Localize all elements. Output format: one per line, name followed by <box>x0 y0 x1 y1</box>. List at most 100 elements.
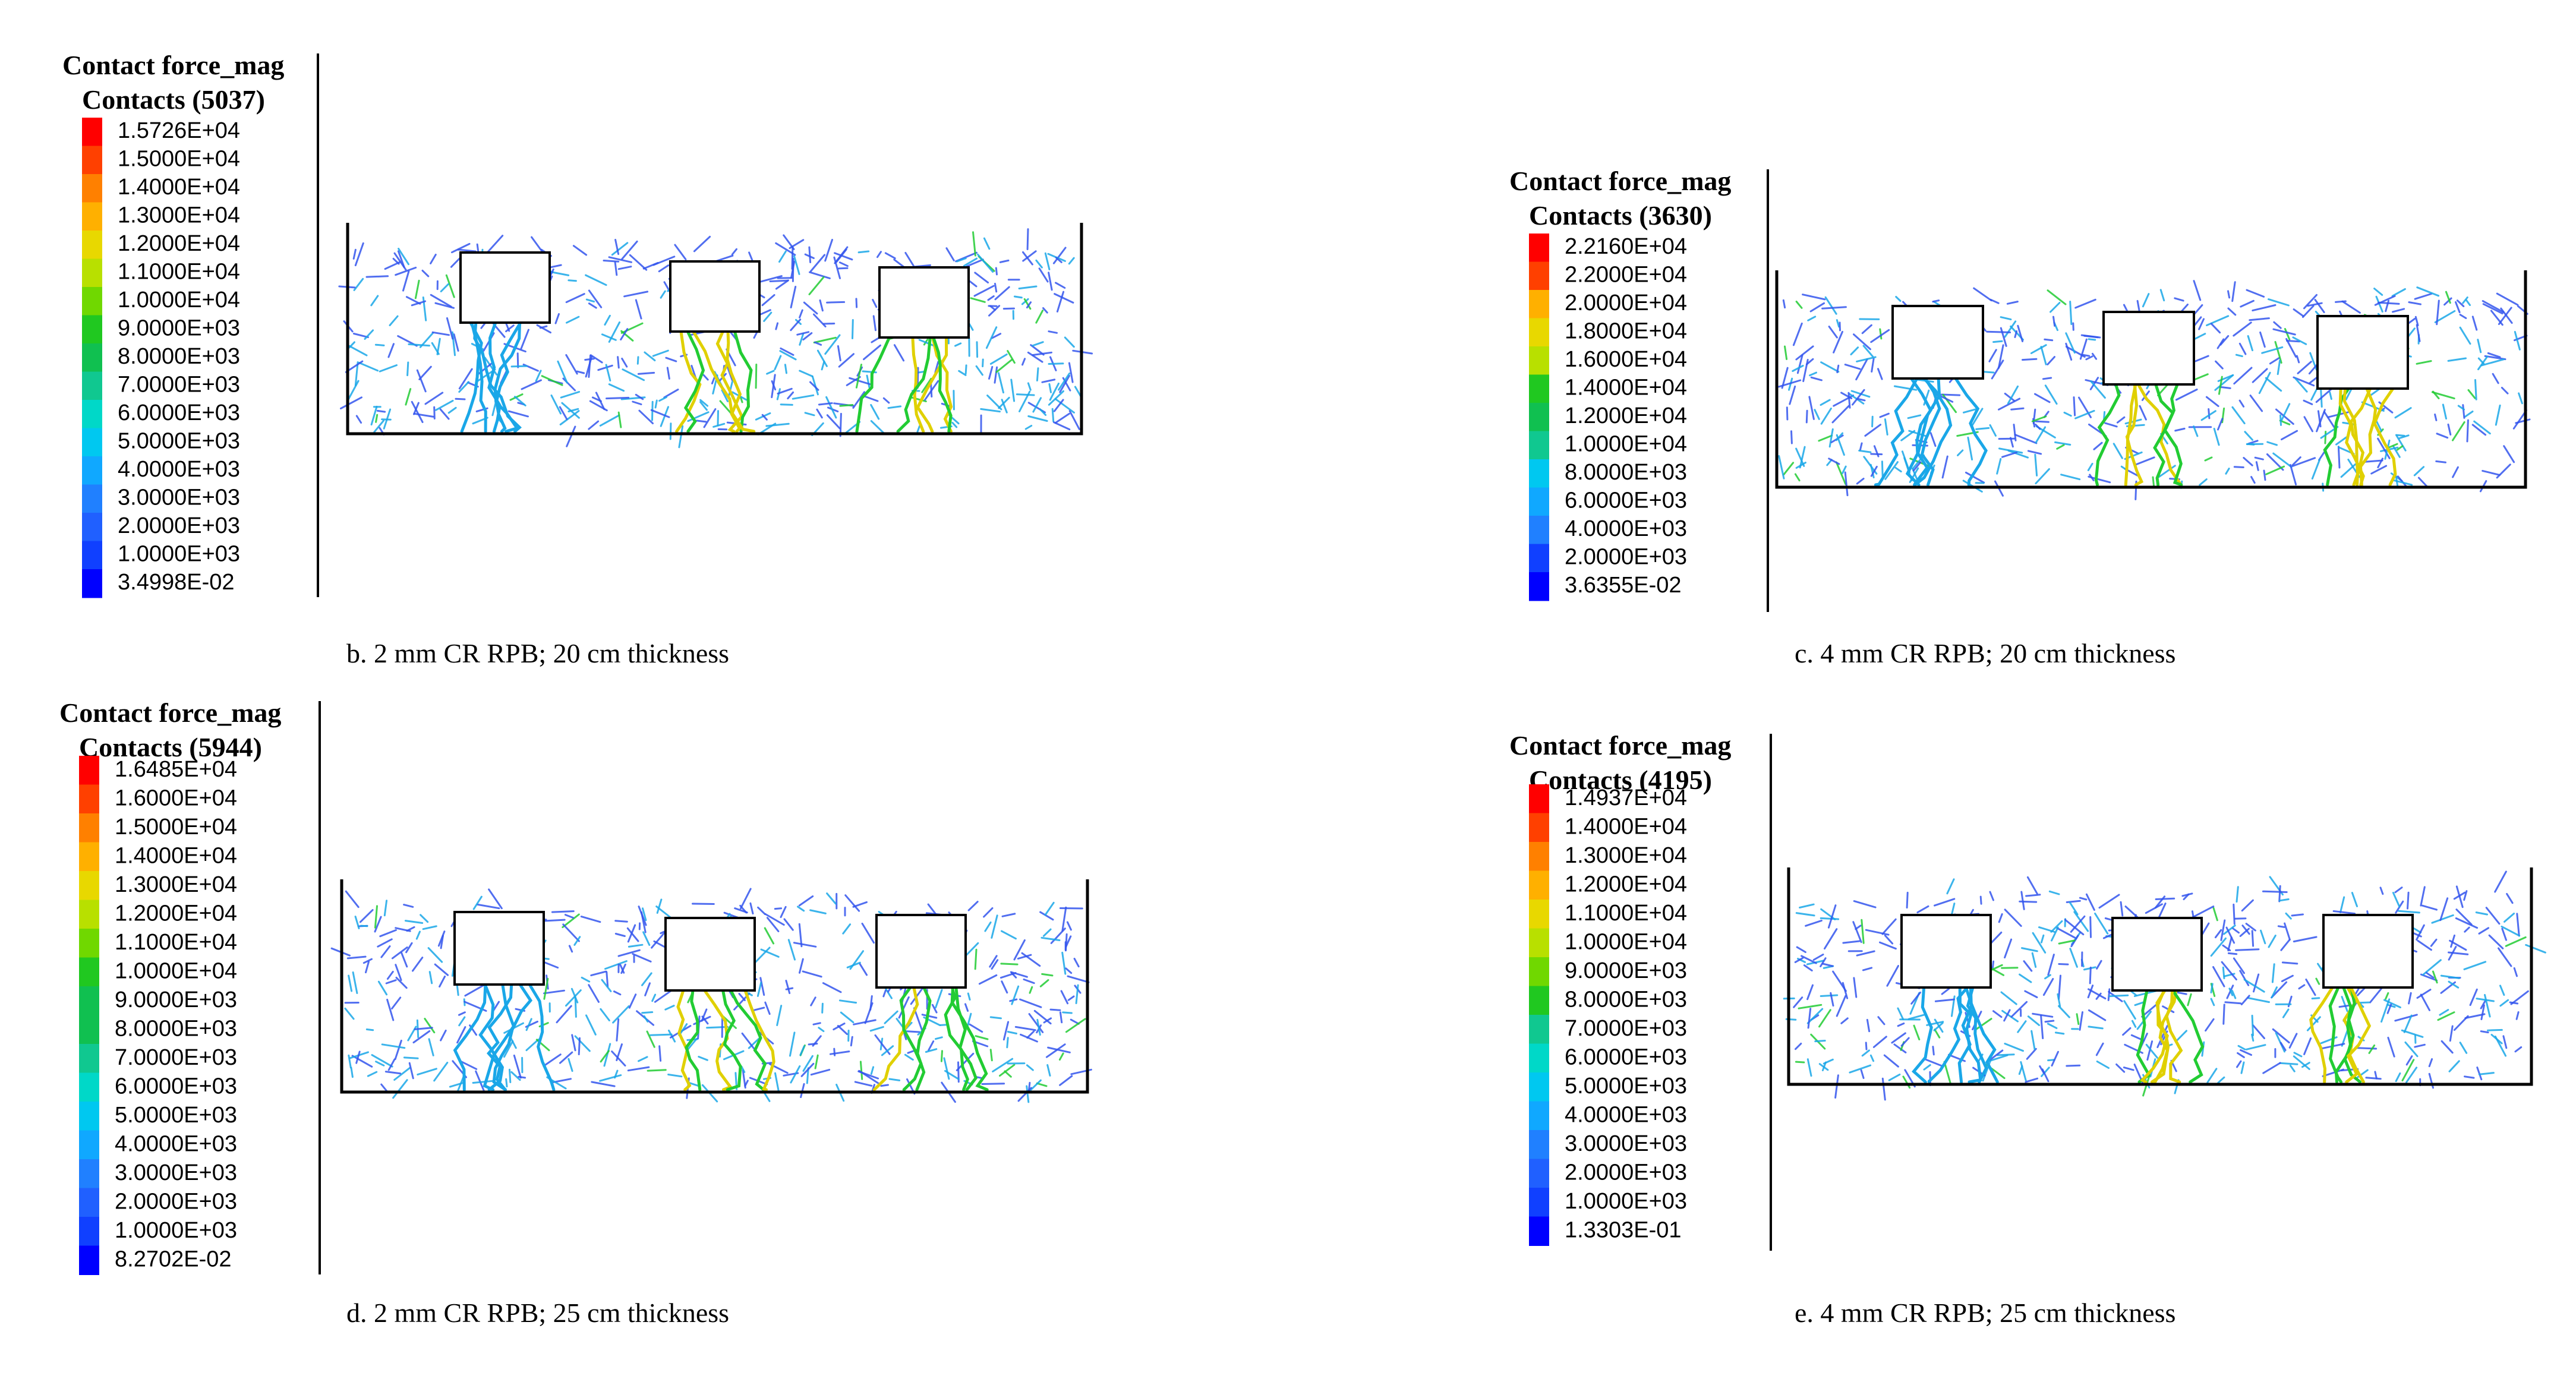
legend-swatch <box>1529 346 1549 376</box>
legend-label: 1.0000E+03 <box>118 542 240 567</box>
legend-swatch <box>82 146 102 175</box>
footing <box>879 267 969 337</box>
legend-swatch <box>1529 784 1549 814</box>
legend-swatch <box>82 400 102 429</box>
legend-label: 1.4937E+04 <box>1565 785 1687 810</box>
legend-label: 1.4000E+04 <box>1565 376 1687 400</box>
legend-swatch <box>79 1131 99 1160</box>
legend-swatch <box>79 929 99 958</box>
legend-label: 1.0000E+03 <box>1565 1189 1687 1214</box>
legend-label: 1.6000E+04 <box>1565 347 1687 372</box>
legend-swatch <box>82 569 102 598</box>
legend-label: 8.2702E-02 <box>115 1247 232 1271</box>
legend-swatch <box>82 203 102 232</box>
legend-label: 2.2000E+04 <box>1565 263 1687 288</box>
legend-label: 5.0000E+03 <box>118 429 240 454</box>
legend-count: Contacts (5037) <box>82 84 265 115</box>
legend-label: 9.0000E+03 <box>118 316 240 341</box>
legend-label: 4.0000E+03 <box>115 1131 237 1156</box>
legend-label: 9.0000E+03 <box>1565 958 1687 983</box>
footing <box>1893 306 1983 378</box>
legend-label: 5.0000E+03 <box>1565 1074 1687 1099</box>
legend-label: 1.4000E+04 <box>1565 814 1687 839</box>
legend-label: 3.4998E-02 <box>118 570 235 595</box>
legend-swatch <box>82 174 102 203</box>
legend-swatch <box>1529 516 1549 545</box>
legend-label: 2.0000E+03 <box>1565 1160 1687 1185</box>
legend-label: 8.0000E+03 <box>118 344 240 369</box>
legend-swatch <box>1529 871 1549 901</box>
footing <box>876 915 966 987</box>
legend-label: 8.0000E+03 <box>115 1016 237 1041</box>
legend-swatch <box>1529 262 1549 291</box>
legend-swatch <box>1529 403 1549 432</box>
legend-swatch <box>1529 1130 1549 1160</box>
legend-swatch <box>1529 234 1549 263</box>
footing <box>2318 316 2408 389</box>
legend-label: 1.0000E+04 <box>118 288 240 313</box>
legend-label: 8.0000E+03 <box>1565 460 1687 485</box>
legend-label: 1.1000E+04 <box>1565 901 1687 926</box>
footing <box>455 912 544 985</box>
legend-swatch <box>82 372 102 401</box>
legend-label: 1.3000E+04 <box>118 203 240 228</box>
legend-swatch <box>1529 572 1549 601</box>
legend-label: 1.0000E+04 <box>1565 929 1687 954</box>
legend-swatch <box>82 428 102 457</box>
footing <box>461 253 550 323</box>
legend-swatch <box>79 813 99 843</box>
legend-title: Contact force_mag <box>1509 730 1731 761</box>
legend-swatch <box>79 900 99 930</box>
legend-label: 2.0000E+04 <box>1565 291 1687 315</box>
legend-label: 3.0000E+03 <box>1565 1131 1687 1156</box>
legend-swatch <box>82 513 102 542</box>
legend-swatch <box>1529 813 1549 843</box>
legend-label: 1.3000E+04 <box>1565 843 1687 868</box>
legend-label: 4.0000E+03 <box>118 457 240 482</box>
legend-swatch <box>79 1188 99 1218</box>
legend-label: 1.3303E-01 <box>1565 1217 1682 1242</box>
legend-label: 1.2000E+04 <box>1565 403 1687 428</box>
legend-swatch <box>1529 929 1549 958</box>
legend-label: 7.0000E+03 <box>115 1045 237 1070</box>
panel-caption: e. 4 mm CR RPB; 25 cm thickness <box>1795 1298 2175 1328</box>
legend-swatch <box>79 785 99 815</box>
legend-swatch <box>1529 1188 1549 1217</box>
panel-caption: c. 4 mm CR RPB; 20 cm thickness <box>1795 638 2175 668</box>
footing <box>2104 312 2194 384</box>
legend-swatch <box>1529 290 1549 319</box>
legend-swatch <box>1529 459 1549 488</box>
legend-label: 7.0000E+03 <box>118 373 240 397</box>
legend-label: 7.0000E+03 <box>1565 1016 1687 1041</box>
legend-swatch <box>79 958 99 987</box>
legend-swatch <box>1529 986 1549 1016</box>
legend-swatch <box>82 231 102 260</box>
legend-label: 1.0000E+03 <box>115 1218 237 1243</box>
legend-label: 1.2000E+04 <box>118 231 240 256</box>
legend-label: 9.0000E+03 <box>115 987 237 1012</box>
legend-label: 2.0000E+03 <box>1565 545 1687 570</box>
legend-swatch <box>1529 431 1549 460</box>
legend-label: 1.0000E+04 <box>1565 432 1687 457</box>
legend-label: 1.5000E+04 <box>115 815 237 840</box>
legend-swatch <box>82 118 102 147</box>
legend-swatch <box>1529 318 1549 348</box>
panel-caption: b. 2 mm CR RPB; 20 cm thickness <box>346 638 729 668</box>
legend-swatch <box>79 1073 99 1103</box>
legend-swatch <box>1529 1102 1549 1131</box>
legend-label: 1.8000E+04 <box>1565 319 1687 344</box>
legend-label: 1.5000E+04 <box>118 147 240 172</box>
legend-swatch <box>79 756 99 785</box>
legend-swatch <box>1529 1072 1549 1102</box>
legend-swatch <box>1529 1015 1549 1045</box>
legend-swatch <box>79 1159 99 1189</box>
legend-swatch <box>1529 1217 1549 1247</box>
legend-label: 1.0000E+04 <box>115 958 237 983</box>
legend-swatch <box>79 1044 99 1074</box>
legend-label: 1.6485E+04 <box>115 757 237 782</box>
legend-label: 1.1000E+04 <box>118 260 240 285</box>
legend-swatch <box>79 843 99 872</box>
